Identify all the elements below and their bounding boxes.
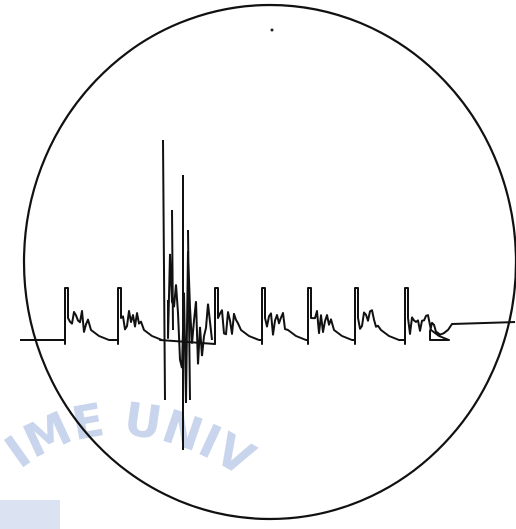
trace bbox=[20, 288, 515, 344]
page: IME UNIVE (() => { const data = JSON.par… bbox=[0, 0, 516, 529]
burst bbox=[163, 140, 212, 450]
speck bbox=[271, 29, 274, 32]
scope-image: IME UNIVE bbox=[0, 0, 516, 529]
watermark-text: IME UNIVE bbox=[0, 0, 264, 487]
watermark-block bbox=[0, 500, 60, 529]
watermark: IME UNIVE bbox=[0, 0, 264, 487]
